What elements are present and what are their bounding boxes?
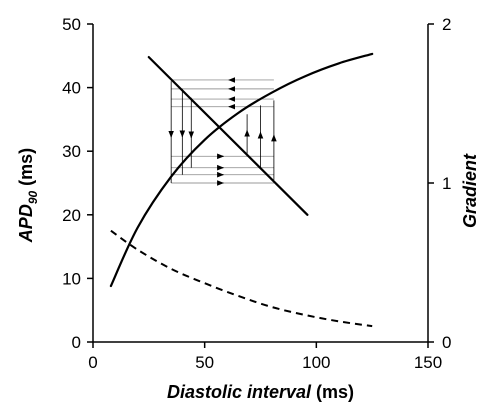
x-tick-label-3: 150 [414, 353, 442, 372]
left-y-tick-label-5: 50 [62, 15, 81, 34]
left-y-tick-label-1: 10 [62, 269, 81, 288]
x-axis-title: Diastolic interval (ms) [167, 382, 354, 402]
axis-titles: Diastolic interval (ms) APD90 (ms) Gradien… [16, 148, 480, 402]
left-y-tick-label-2: 20 [62, 206, 81, 225]
right-y-tick-label-0: 0 [442, 333, 451, 352]
left-y-tick-label-0: 0 [72, 333, 81, 352]
x-tick-label-2: 100 [302, 353, 330, 372]
left-y-tick-label-3: 30 [62, 142, 81, 161]
cobweb-iteration [168, 77, 277, 186]
series-line-2 [110, 229, 373, 328]
right-y-tick-label-1: 1 [442, 174, 451, 193]
left-y-tick-label-4: 40 [62, 79, 81, 98]
series-group [109, 52, 374, 328]
series-line-1 [147, 56, 309, 216]
left-y-axis-title: APD90 (ms) [16, 148, 40, 243]
x-tick-label-0: 0 [88, 353, 97, 372]
x-tick-label-1: 50 [195, 353, 214, 372]
series-line-0 [109, 52, 374, 288]
axes [87, 23, 434, 348]
right-y-tick-label-2: 2 [442, 15, 451, 34]
right-y-axis-title: Gradient [460, 153, 480, 228]
